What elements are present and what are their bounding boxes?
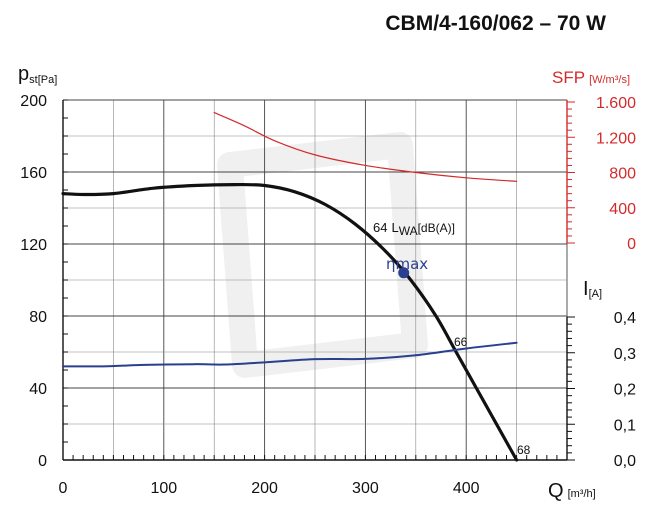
sfp-tick-label: 1.600 <box>596 95 636 112</box>
x-label-main: Q <box>548 480 564 502</box>
lwa-value: 64 <box>373 220 387 235</box>
sfp-curve <box>213 111 518 182</box>
x-tick-label: 400 <box>453 480 480 497</box>
lwa-unit: [dB(A)] <box>418 221 455 235</box>
sfp-axis-ticks: 0 400 800 1.200 1.600 <box>596 95 636 253</box>
watermark-logo <box>217 132 428 378</box>
x-tick-label: 100 <box>150 480 177 497</box>
x-tick-label: 0 <box>59 480 68 497</box>
current-tick-label: 0,3 <box>614 346 636 363</box>
x-tick-label: 300 <box>352 480 379 497</box>
current-curve <box>62 341 518 368</box>
x-axis-ticks: 0 100 200 300 400 <box>59 480 480 497</box>
series-layer <box>61 111 519 462</box>
plot-frame <box>62 100 575 461</box>
sfp-tick-label: 400 <box>609 201 636 218</box>
current-axis-ticks: 0,0 0,1 0,2 0,3 0,4 <box>614 310 636 470</box>
y-left-tick-label: 80 <box>29 309 47 326</box>
x-tick-label: 200 <box>251 480 278 497</box>
current-tick-label: 0,4 <box>614 310 636 327</box>
lwa-letter: L <box>391 220 398 235</box>
sfp-label-unit: [W/m³/s] <box>589 74 630 86</box>
current-tick-label: 0,2 <box>614 382 636 399</box>
left-axis-ticks: 0 40 80 120 160 200 <box>20 93 47 470</box>
current-label-unit: [A] <box>589 288 602 300</box>
lwa-annotation: 64 LWA[dB(A)] <box>373 220 455 238</box>
y-left-tick-label: 120 <box>20 237 47 254</box>
eta-max-label: ηmax <box>386 255 428 273</box>
x-axis-label: Q [m³/h] <box>548 480 596 502</box>
sfp-label-main: SFP <box>552 68 585 87</box>
sfp-tick-label: 1.200 <box>596 130 636 147</box>
current-axis-label: I[A] <box>583 278 602 300</box>
y-left-tick-label: 160 <box>20 165 47 182</box>
sfp-axis-label: SFP [W/m³/s] <box>552 68 630 87</box>
lwa-sub: WA <box>399 224 418 238</box>
sfp-tick-label: 800 <box>609 166 636 183</box>
lwa-68-label: 68 <box>517 443 531 457</box>
pressure-curve <box>61 182 519 462</box>
x-label-unit: [m³/h] <box>568 488 596 500</box>
y-left-label-main: p <box>18 63 29 85</box>
eta-max-marker <box>398 267 410 279</box>
current-tick-label: 0,1 <box>614 417 636 434</box>
lwa-66-label: 66 <box>454 335 468 349</box>
y-left-axis-label: pst[Pa] <box>18 63 57 86</box>
grid-lines <box>62 99 568 461</box>
chart-title: CBM/4-160/062 – 70 W <box>385 12 606 35</box>
y-left-tick-label: 200 <box>20 93 47 110</box>
current-label-main: I <box>583 278 589 300</box>
y-left-tick-label: 40 <box>29 381 47 398</box>
y-left-tick-label: 0 <box>38 453 47 470</box>
y-left-label-sub: st <box>29 74 38 86</box>
current-tick-label: 0,0 <box>614 453 636 470</box>
sfp-tick-label: 0 <box>627 236 636 253</box>
y-left-label-unit: [Pa] <box>38 74 58 86</box>
